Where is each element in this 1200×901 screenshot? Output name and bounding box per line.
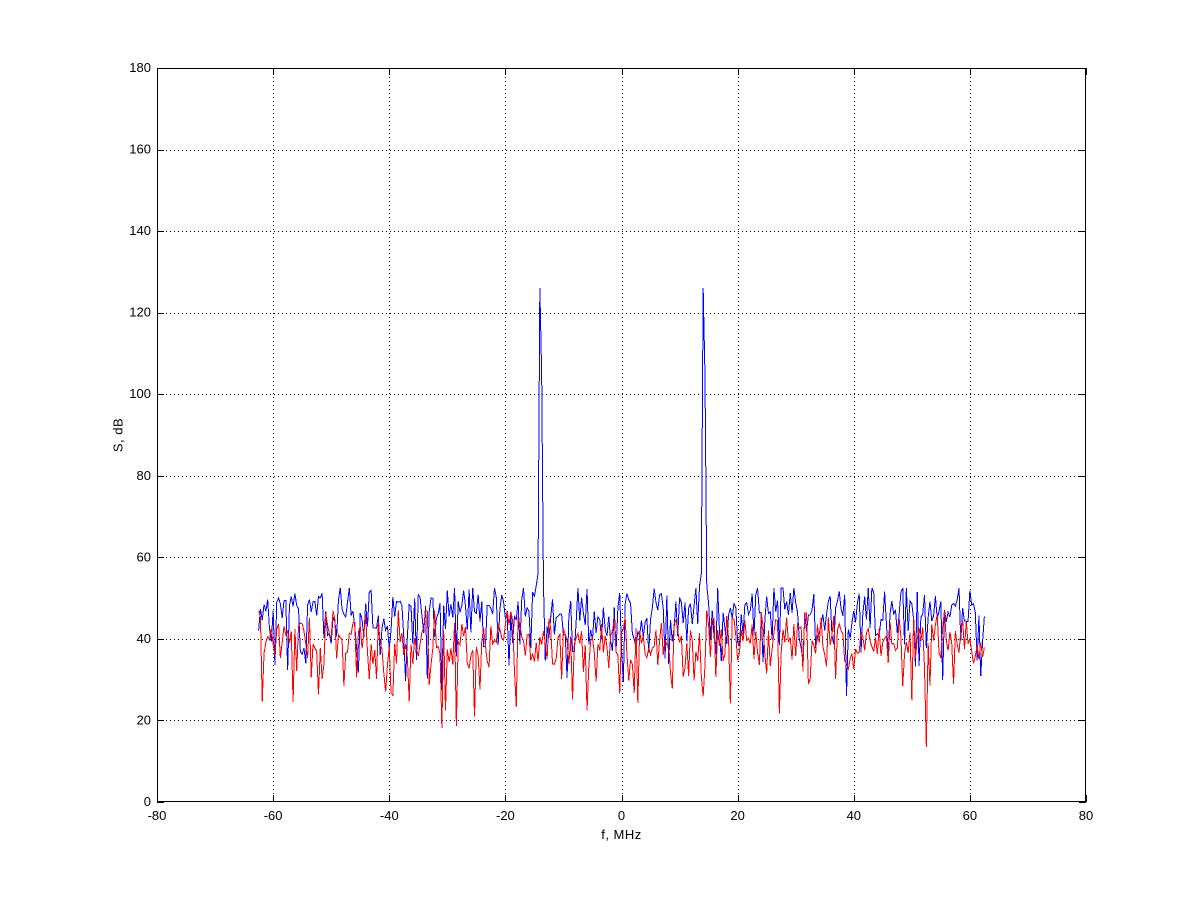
y-tick-label: 100 <box>129 386 151 401</box>
y-tick-label: 180 <box>129 60 151 75</box>
tick-marks <box>157 68 1087 803</box>
x-tick-label: -60 <box>264 808 283 823</box>
red-spectrum-line <box>258 609 985 747</box>
x-tick-label: -40 <box>380 808 399 823</box>
y-tick-label: 140 <box>129 223 151 238</box>
x-tick-label: 80 <box>1079 808 1093 823</box>
y-tick-label: 80 <box>137 468 151 483</box>
y-tick-label: 40 <box>137 631 151 646</box>
x-tick-label: 20 <box>730 808 744 823</box>
y-tick-label: 160 <box>129 142 151 157</box>
y-tick-label: 120 <box>129 305 151 320</box>
x-tick-label: 0 <box>618 808 625 823</box>
axes-box <box>157 68 1086 802</box>
x-tick-label: 40 <box>847 808 861 823</box>
y-tick-label: 0 <box>144 794 151 809</box>
y-tick-label: 20 <box>137 712 151 727</box>
y-tick-label: 60 <box>137 549 151 564</box>
x-tick-label: -80 <box>148 808 167 823</box>
x-axis-label: f, MHz <box>601 827 642 842</box>
y-axis-label: S, dB <box>110 417 126 453</box>
grid-lines <box>158 69 1085 801</box>
x-tick-label: -20 <box>496 808 515 823</box>
x-tick-label: 60 <box>963 808 977 823</box>
